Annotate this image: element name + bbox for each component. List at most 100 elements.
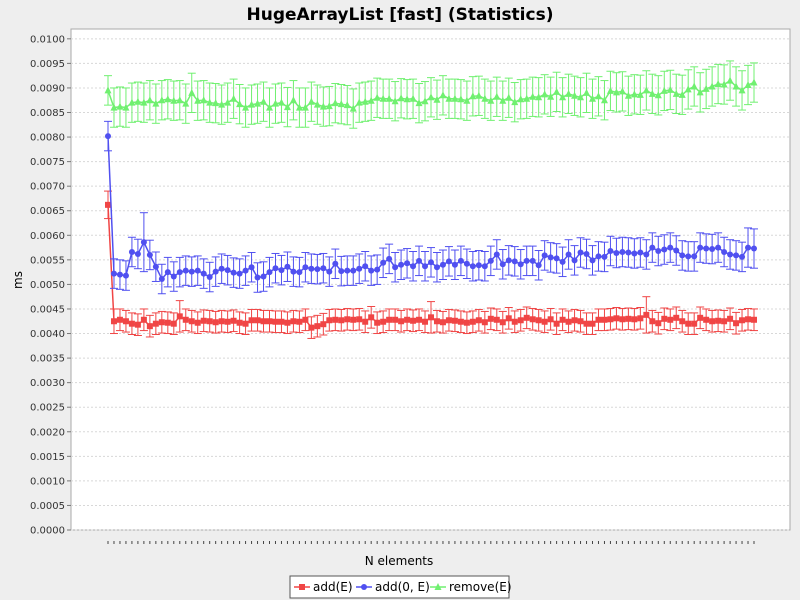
data-point	[487, 96, 495, 104]
data-point	[146, 251, 153, 258]
data-point	[439, 91, 447, 99]
data-point	[673, 314, 680, 321]
data-point	[745, 316, 752, 323]
data-point	[427, 93, 435, 101]
data-point	[254, 99, 262, 107]
legend: add(E) add(0, E) remove(E)	[289, 575, 512, 599]
data-point	[290, 318, 297, 325]
data-point	[301, 103, 309, 111]
data-point	[445, 258, 452, 265]
data-point	[451, 317, 458, 324]
data-point	[152, 320, 159, 327]
data-point	[469, 263, 476, 270]
data-point	[152, 99, 160, 107]
data-point	[164, 319, 171, 326]
data-point	[146, 323, 153, 330]
data-point	[313, 100, 321, 108]
legend-box	[289, 575, 510, 599]
data-point	[654, 91, 662, 99]
data-point	[594, 92, 602, 100]
data-point	[428, 314, 434, 321]
data-point	[673, 247, 680, 254]
data-point	[212, 99, 220, 107]
data-point	[726, 76, 734, 84]
data-point	[577, 93, 585, 101]
data-point	[547, 254, 554, 261]
data-point	[733, 252, 740, 259]
data-point	[344, 267, 351, 274]
legend-label: add(0, E)	[375, 580, 430, 594]
data-point	[745, 244, 752, 251]
data-point	[392, 264, 399, 271]
data-point	[739, 317, 746, 324]
data-point	[559, 93, 567, 101]
y-tick-label: 0.0040	[30, 329, 65, 340]
data-point	[314, 266, 321, 273]
data-point	[577, 249, 584, 256]
data-point	[691, 253, 698, 260]
data-point	[583, 88, 591, 96]
data-point	[499, 96, 507, 104]
data-point	[523, 314, 530, 321]
data-point	[242, 103, 250, 111]
data-point	[433, 264, 440, 271]
data-point	[661, 246, 668, 253]
data-point	[421, 97, 429, 105]
data-point	[744, 80, 752, 88]
y-tick-label: 0.0080	[30, 133, 65, 144]
data-point	[277, 98, 285, 106]
data-point	[326, 268, 333, 275]
data-point	[416, 316, 423, 323]
data-point	[505, 257, 512, 264]
data-point	[696, 88, 704, 96]
data-point	[636, 90, 644, 98]
data-point	[553, 320, 560, 327]
data-point	[511, 258, 518, 265]
data-point	[182, 316, 189, 323]
data-point	[326, 317, 333, 324]
chart-title: HugeArrayList [fast] (Statistics)	[247, 5, 554, 25]
data-point	[290, 268, 297, 275]
data-point	[703, 316, 710, 323]
data-point	[350, 267, 357, 274]
y-tick-label: 0.0035	[30, 354, 65, 365]
data-point	[146, 96, 154, 104]
data-point	[194, 267, 201, 274]
data-point	[571, 91, 579, 99]
data-point	[517, 261, 524, 268]
data-point	[505, 315, 512, 322]
data-point	[260, 318, 267, 325]
data-point	[529, 257, 536, 264]
data-point	[493, 251, 500, 258]
data-point	[302, 264, 309, 271]
legend-label: remove(E)	[449, 580, 512, 594]
data-point	[648, 89, 656, 97]
data-point	[547, 316, 554, 323]
data-point	[385, 94, 393, 102]
y-tick-label: 0.0010	[30, 476, 65, 487]
data-point	[451, 94, 459, 102]
data-point	[541, 318, 548, 325]
data-point	[433, 95, 441, 103]
data-point	[439, 261, 446, 268]
data-point	[122, 272, 129, 279]
y-tick-label: 0.0025	[30, 403, 65, 414]
data-point	[451, 261, 458, 268]
y-tick-label: 0.0070	[30, 182, 65, 193]
data-point	[361, 97, 369, 105]
data-point	[439, 319, 446, 326]
data-point	[709, 246, 716, 253]
data-point	[637, 315, 644, 322]
data-point	[721, 318, 728, 325]
data-point	[499, 319, 506, 326]
data-point	[565, 318, 572, 325]
data-point	[170, 96, 178, 104]
data-point	[649, 318, 656, 325]
data-point	[714, 80, 722, 88]
data-point	[398, 318, 405, 325]
data-point	[672, 89, 680, 97]
data-point	[589, 94, 596, 102]
data-point	[116, 102, 124, 110]
data-point	[260, 273, 267, 280]
data-point	[415, 99, 423, 107]
